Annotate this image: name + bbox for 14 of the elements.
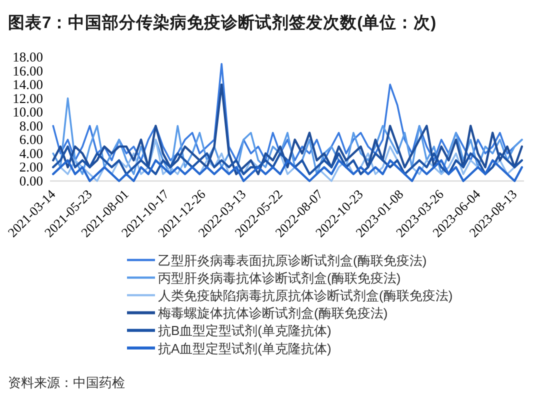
title: 图表7：中国部分传染病免疫诊断试剂签发次数(单位：次) <box>8 14 436 32</box>
y-tick-label: 16.00 <box>12 63 44 78</box>
legend-label: 抗B血型定型试剂(单克隆抗体) <box>158 323 332 338</box>
y-tick-label: 0.00 <box>19 174 44 188</box>
y-tick-label: 4.00 <box>19 146 44 161</box>
y-tick-label: 8.00 <box>19 118 44 134</box>
annotation: 资料来源：中国药检 <box>8 375 125 390</box>
y-tick-label: 10.00 <box>12 104 44 120</box>
y-tick-label: 12.00 <box>12 90 44 106</box>
y-tick-label: 2.00 <box>19 160 44 175</box>
y-tick-label: 6.00 <box>19 132 44 148</box>
y-tick-label: 14.00 <box>12 77 44 92</box>
y-tick-label: 18.00 <box>12 50 44 64</box>
legend-label: 抗A血型定型试剂(单克隆抗体) <box>158 340 332 356</box>
